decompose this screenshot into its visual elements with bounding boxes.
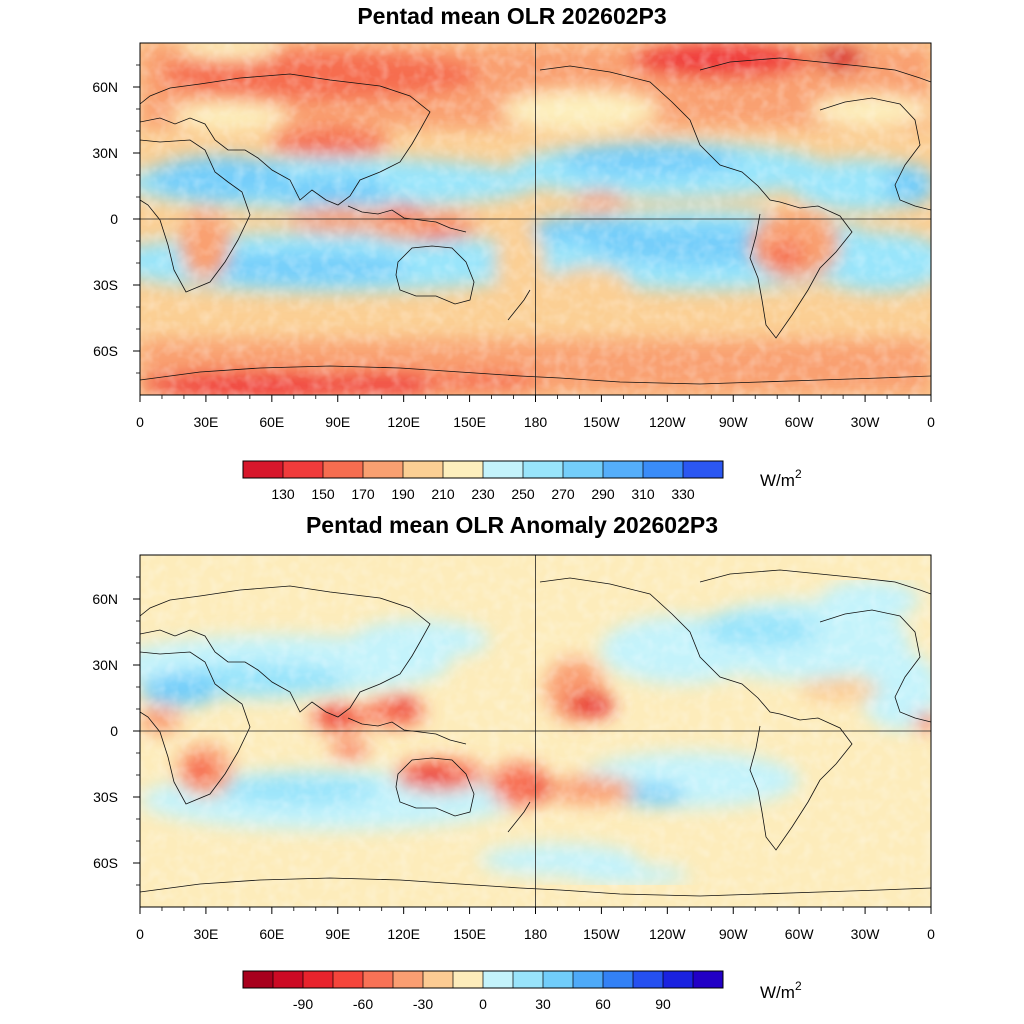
- x-tick-label: 30E: [193, 926, 218, 942]
- colorbar-label: 90: [655, 996, 671, 1012]
- colorbar-label: 60: [595, 996, 611, 1012]
- colorbar-swatch: [243, 971, 274, 988]
- colorbar-label: 230: [471, 486, 495, 502]
- colorbar-label: 290: [591, 486, 615, 502]
- x-tick-label: 150W: [583, 414, 620, 430]
- x-tick-label: 180: [524, 414, 548, 430]
- x-tick-label: 120W: [649, 414, 686, 430]
- colorbar-swatch: [303, 971, 334, 988]
- colorbar-label: 270: [551, 486, 575, 502]
- colorbar-swatch: [663, 971, 694, 988]
- colorbar-label: 250: [511, 486, 535, 502]
- colorbar-swatch: [573, 971, 604, 988]
- colorbar-swatch: [453, 971, 484, 988]
- y-tick-label: 30N: [92, 657, 118, 673]
- colorbar-label: 130: [271, 486, 295, 502]
- colorbar-swatch: [643, 461, 684, 478]
- colorbar-swatch: [483, 461, 524, 478]
- colorbar-label: 310: [631, 486, 655, 502]
- x-tick-label: 90W: [719, 414, 749, 430]
- x-tick-label: 90W: [719, 926, 749, 942]
- colorbar-swatch: [243, 461, 284, 478]
- x-tick-label: 30W: [851, 926, 881, 942]
- x-tick-label: 0: [136, 414, 144, 430]
- colorbar-swatch: [603, 971, 634, 988]
- colorbar-swatch: [523, 461, 564, 478]
- colorbar-label: -90: [293, 996, 313, 1012]
- colorbar-swatch: [443, 461, 484, 478]
- colorbar-swatch: [273, 971, 304, 988]
- x-tick-label: 120E: [387, 926, 420, 942]
- colorbar-swatch: [393, 971, 424, 988]
- colorbar-label: -60: [353, 996, 373, 1012]
- y-tick-label: 30S: [93, 789, 118, 805]
- olr-map: [140, 43, 931, 395]
- map2-axes: 0 30E 60E 90E 120E 150E 180 150W 120W 90W 60W 30W 0 6…: [92, 576, 935, 942]
- map1-axes: 0 30E 60E 90E 120E 150E 180 150W 120W 90W 60W 30W 0 6…: [92, 64, 935, 430]
- map1-coastlines: [140, 57, 931, 385]
- colorbar-label: 30: [535, 996, 551, 1012]
- y-tick-label: 30N: [92, 145, 118, 161]
- colorbar-swatch: [283, 461, 324, 478]
- x-tick-label: 90E: [325, 926, 350, 942]
- colorbar-units: W/m2: [760, 979, 802, 1002]
- colorbar-swatch: [403, 461, 444, 478]
- x-tick-label: 30W: [851, 414, 881, 430]
- y-tick-label: 60S: [93, 343, 118, 359]
- colorbar-swatch: [323, 461, 364, 478]
- colorbar-swatch: [423, 971, 454, 988]
- colorbar-label: 170: [351, 486, 375, 502]
- x-tick-label: 90E: [325, 414, 350, 430]
- olr-anomaly-colorbar: -90 -60 -30 0 30 60 90 W/m2: [242, 970, 802, 1012]
- x-tick-label: 180: [524, 926, 548, 942]
- colorbar-label: 190: [391, 486, 415, 502]
- colorbar-label: 150: [311, 486, 335, 502]
- colorbar-swatch: [633, 971, 664, 988]
- x-tick-label: 60W: [785, 414, 815, 430]
- x-tick-label: 0: [136, 926, 144, 942]
- y-tick-label: 0: [110, 723, 118, 739]
- colorbar-label: -30: [413, 996, 433, 1012]
- y-tick-label: 60S: [93, 855, 118, 871]
- olr-anomaly-map: [140, 555, 931, 907]
- x-tick-label: 60E: [259, 926, 284, 942]
- x-tick-label: 0: [927, 414, 935, 430]
- colorbar-swatch: [603, 461, 644, 478]
- colorbar-label: 0: [479, 996, 487, 1012]
- colorbar-label: 210: [431, 486, 455, 502]
- colorbar-swatch: [513, 971, 544, 988]
- colorbar-swatch: [563, 461, 604, 478]
- colorbar-units: W/m2: [760, 467, 802, 490]
- x-tick-label: 120W: [649, 926, 686, 942]
- x-tick-label: 120E: [387, 414, 420, 430]
- colorbar-swatch: [363, 461, 404, 478]
- x-tick-label: 30E: [193, 414, 218, 430]
- y-tick-label: 60N: [92, 591, 118, 607]
- map2-coastlines: [140, 569, 931, 897]
- chart-title-olr-anomaly: Pentad mean OLR Anomaly 202602P3: [305, 512, 719, 538]
- x-tick-label: 150E: [453, 926, 486, 942]
- colorbar-swatch: [543, 971, 574, 988]
- y-tick-label: 0: [110, 211, 118, 227]
- olr-colorbar: 130 150 170 190 210 230 250 270 290 310 330 W/m2: [242, 460, 802, 502]
- colorbar-swatch: [683, 461, 724, 478]
- colorbar-swatch: [693, 971, 724, 988]
- x-tick-label: 0: [927, 926, 935, 942]
- x-tick-label: 60E: [259, 414, 284, 430]
- colorbar-swatch: [483, 971, 514, 988]
- colorbar-swatch: [333, 971, 364, 988]
- x-tick-label: 150E: [453, 414, 486, 430]
- y-tick-label: 60N: [92, 79, 118, 95]
- y-tick-label: 30S: [93, 277, 118, 293]
- chart-title-olr: Pentad mean OLR 202602P3: [357, 3, 667, 29]
- x-tick-label: 150W: [583, 926, 620, 942]
- colorbar-swatch: [363, 971, 394, 988]
- x-tick-label: 60W: [785, 926, 815, 942]
- colorbar-label: 330: [671, 486, 695, 502]
